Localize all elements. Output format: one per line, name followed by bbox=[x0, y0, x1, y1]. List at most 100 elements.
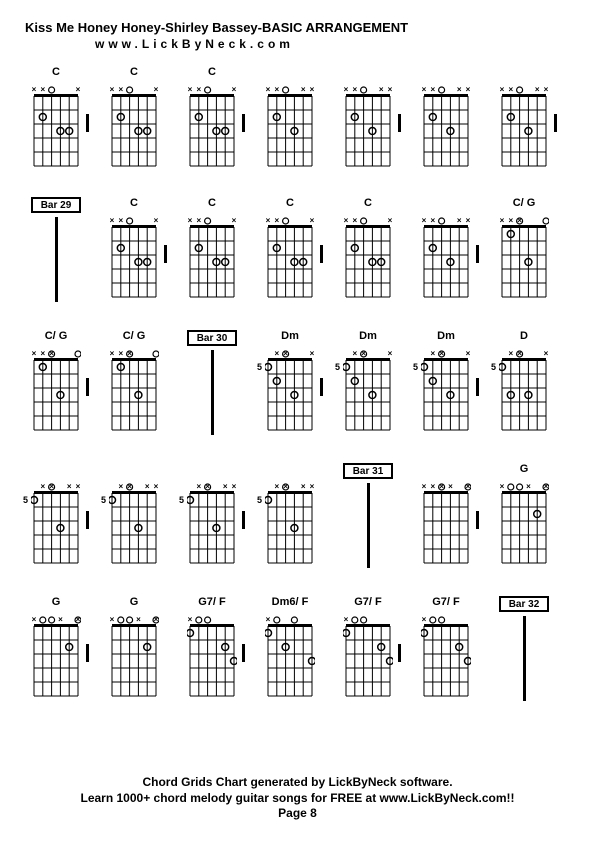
svg-text:×: × bbox=[430, 216, 435, 225]
chord-diagram: × bbox=[421, 614, 471, 699]
svg-text:×: × bbox=[76, 482, 81, 491]
chord-label: C bbox=[364, 197, 372, 213]
diagram-wrap: ××× bbox=[343, 215, 393, 300]
chord-cell: C××× bbox=[337, 197, 399, 302]
chord-cell: 5×××× bbox=[181, 463, 243, 568]
fret-label: 5 bbox=[101, 495, 106, 505]
svg-text:×: × bbox=[32, 615, 37, 624]
svg-text:×: × bbox=[352, 216, 357, 225]
svg-text:×: × bbox=[535, 85, 540, 94]
chord-diagram: ××× bbox=[109, 348, 159, 433]
chord-row: Bar 29C×××C×××C×××C×××××××C/ G××× bbox=[25, 197, 570, 302]
svg-text:×: × bbox=[118, 216, 123, 225]
svg-text:×: × bbox=[118, 349, 123, 358]
chord-diagram: ×××× bbox=[499, 84, 549, 169]
svg-text:×: × bbox=[110, 85, 115, 94]
chord-cell: Dm5××× bbox=[259, 330, 321, 435]
chord-diagram: ×××× bbox=[343, 84, 393, 169]
chord-diagram: ××× bbox=[109, 84, 159, 169]
diagram-wrap: ××××× bbox=[421, 481, 471, 566]
diagram-wrap: ××× bbox=[187, 84, 237, 169]
diagram-wrap: 5×××× bbox=[187, 481, 237, 566]
chord-label: G bbox=[130, 596, 139, 612]
chord-diagram: ×××× bbox=[265, 84, 315, 169]
chord-diagram: ××××× bbox=[421, 481, 471, 566]
svg-text:×: × bbox=[196, 216, 201, 225]
svg-text:×: × bbox=[352, 85, 357, 94]
chord-label: C/ G bbox=[513, 197, 536, 213]
diagram-wrap: 5×××× bbox=[265, 481, 315, 566]
svg-text:×: × bbox=[40, 349, 45, 358]
beat-mark bbox=[476, 511, 479, 529]
svg-text:×: × bbox=[232, 85, 237, 94]
diagram-wrap: ×××× bbox=[265, 84, 315, 169]
chord-cell: C/ G ××× bbox=[493, 197, 555, 302]
footer-page: Page 8 bbox=[0, 806, 595, 822]
chord-cell: Dm5××× bbox=[415, 330, 477, 435]
chord-label: C bbox=[130, 197, 138, 213]
svg-text:×: × bbox=[196, 482, 201, 491]
bar-marker-cell: Bar 29 bbox=[25, 197, 87, 302]
chord-diagram: ××× bbox=[109, 215, 159, 300]
svg-text:×: × bbox=[154, 216, 159, 225]
chord-diagram: ××× bbox=[109, 614, 159, 699]
footer-line1: Chord Grids Chart generated by LickByNec… bbox=[0, 775, 595, 791]
chord-diagram: × bbox=[265, 614, 315, 699]
beat-mark bbox=[86, 511, 89, 529]
svg-text:×: × bbox=[344, 85, 349, 94]
svg-text:×: × bbox=[430, 85, 435, 94]
chord-label: C bbox=[286, 197, 294, 213]
bar-label: Bar 30 bbox=[187, 330, 237, 346]
chord-label: C bbox=[52, 66, 60, 82]
beat-mark bbox=[320, 245, 323, 263]
chord-diagram: ××× bbox=[31, 348, 81, 433]
svg-text:×: × bbox=[274, 216, 279, 225]
chord-row: 5××××5××××5××××5××××Bar 31×××××G××× bbox=[25, 463, 570, 568]
chord-label: C/ G bbox=[123, 330, 146, 346]
svg-text:×: × bbox=[422, 216, 427, 225]
svg-text:×: × bbox=[422, 482, 427, 491]
beat-mark bbox=[242, 511, 245, 529]
svg-text:×: × bbox=[448, 482, 453, 491]
chord-cell: C××× bbox=[103, 197, 165, 302]
chord-cell: ××××× bbox=[415, 463, 477, 568]
chord-label: G7/ F bbox=[354, 596, 382, 612]
diagram-wrap: 5×××× bbox=[109, 481, 159, 566]
diagram-wrap: ××× bbox=[265, 215, 315, 300]
chord-label: Dm6/ F bbox=[272, 596, 309, 612]
chord-cell: G7/ F× bbox=[415, 596, 477, 701]
svg-text:×: × bbox=[310, 482, 315, 491]
diagram-wrap: 5××× bbox=[343, 348, 393, 433]
diagram-wrap: × bbox=[187, 614, 237, 699]
chord-diagram: ×××× bbox=[109, 481, 159, 566]
svg-text:×: × bbox=[154, 482, 159, 491]
svg-text:×: × bbox=[388, 216, 393, 225]
svg-text:×: × bbox=[40, 482, 45, 491]
fret-label: 5 bbox=[335, 362, 340, 372]
svg-text:×: × bbox=[310, 85, 315, 94]
svg-text:×: × bbox=[67, 482, 72, 491]
chord-cell: C××× bbox=[181, 197, 243, 302]
beat-mark bbox=[476, 378, 479, 396]
svg-text:×: × bbox=[223, 482, 228, 491]
svg-text:×: × bbox=[500, 85, 505, 94]
svg-text:×: × bbox=[266, 216, 271, 225]
diagram-wrap: × bbox=[421, 614, 471, 699]
beat-mark bbox=[242, 644, 245, 662]
svg-text:×: × bbox=[388, 349, 393, 358]
diagram-wrap: ××× bbox=[499, 215, 549, 300]
svg-text:×: × bbox=[154, 85, 159, 94]
chord-cell: C ××× bbox=[259, 197, 321, 302]
svg-text:×: × bbox=[508, 85, 513, 94]
diagram-wrap: 5×××× bbox=[31, 481, 81, 566]
beat-mark bbox=[242, 114, 245, 132]
chord-diagram: ××× bbox=[187, 84, 237, 169]
svg-text:×: × bbox=[40, 85, 45, 94]
chord-cell: Dm6/ F × bbox=[259, 596, 321, 701]
svg-text:×: × bbox=[274, 85, 279, 94]
svg-text:×: × bbox=[188, 615, 193, 624]
chord-diagram: ××× bbox=[31, 84, 81, 169]
diagram-wrap: ××× bbox=[109, 348, 159, 433]
bar-label: Bar 32 bbox=[499, 596, 549, 612]
chord-diagram: × bbox=[187, 614, 237, 699]
